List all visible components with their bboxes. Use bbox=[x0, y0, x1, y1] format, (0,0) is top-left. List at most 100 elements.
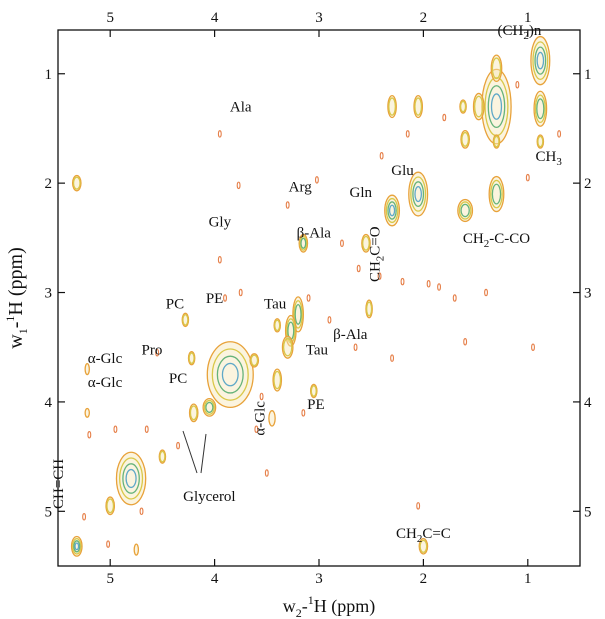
peak-23 bbox=[187, 350, 196, 366]
peak-8-contour-3 bbox=[414, 185, 423, 203]
annotations-layer: Ala Arg Gly β-Ala Gln Glu (CH2​)n CH3​ CH2​-C-CO… bbox=[51, 23, 562, 545]
y-tick-label-left-2: 3 bbox=[45, 286, 53, 302]
peak-9-contour-3 bbox=[388, 204, 396, 217]
speckle-4 bbox=[340, 239, 344, 248]
peak-24 bbox=[181, 312, 190, 328]
peak-14-contour-2 bbox=[294, 303, 302, 325]
annotation-13: α-Glc bbox=[88, 351, 123, 367]
x-axis-title-w: w bbox=[283, 596, 296, 616]
peak-9-contour-2 bbox=[387, 201, 397, 220]
y-tick-label-right-3: 4 bbox=[584, 395, 592, 411]
peak-32 bbox=[84, 362, 90, 376]
x-tick-label-bottom-4: 1 bbox=[524, 571, 532, 587]
peak-37-contour-1 bbox=[537, 135, 544, 148]
peak-18-contour-1 bbox=[273, 370, 282, 390]
speckle-10 bbox=[463, 338, 468, 346]
x-tick-label-top-4: 1 bbox=[524, 10, 532, 26]
peak-34-contour-1 bbox=[274, 319, 281, 332]
peak-27 bbox=[105, 496, 116, 516]
peak-30 bbox=[71, 174, 82, 192]
peak-0-contour-1 bbox=[532, 41, 549, 81]
annotation-10: PE bbox=[206, 291, 224, 307]
peak-16-contour-1 bbox=[299, 235, 308, 251]
peak-38 bbox=[133, 543, 140, 556]
annotation-1: Arg bbox=[289, 179, 313, 195]
speckle-27 bbox=[442, 113, 447, 122]
peak-20-contour-2 bbox=[216, 355, 244, 394]
rotated-annotation-2: CH=CH bbox=[51, 459, 67, 509]
speckle-30 bbox=[106, 540, 111, 548]
y-axis-title-dash: - bbox=[5, 322, 27, 329]
peak-12 bbox=[361, 233, 371, 253]
annotation-0: Ala bbox=[230, 100, 252, 116]
speckle-20 bbox=[238, 288, 243, 297]
peak-9-contour-0 bbox=[384, 194, 401, 227]
y-tick-label-left-3: 4 bbox=[45, 395, 53, 411]
y-axis-title: w1-1H (ppm) bbox=[3, 247, 30, 348]
glycerol-leader-left bbox=[182, 430, 198, 474]
ticks-layer: 5 5 4 4 3 3 2 2 1 1 1 1 2 2 3 3 4 4 5 5 bbox=[45, 10, 593, 587]
peak-10-contour-1 bbox=[414, 97, 423, 116]
speckle-22 bbox=[223, 294, 227, 302]
x-tick-label-bottom-2: 3 bbox=[315, 571, 323, 587]
peak-8-contour-0 bbox=[408, 171, 429, 217]
annotation-19: Glycerol bbox=[183, 489, 235, 505]
speckle-16 bbox=[113, 425, 118, 434]
speckle-1 bbox=[236, 181, 241, 190]
y-tick-label-left-1: 2 bbox=[45, 176, 53, 192]
speckle-35 bbox=[87, 430, 92, 439]
annotation-17: β-Ala bbox=[333, 327, 368, 343]
speckle-29 bbox=[82, 513, 87, 521]
peak-8 bbox=[408, 171, 429, 217]
peak-10 bbox=[413, 94, 424, 119]
annotation-9: PC bbox=[166, 296, 184, 312]
peak-7-contour-2 bbox=[491, 183, 502, 205]
peak-4-contour-1 bbox=[474, 95, 484, 118]
y-axis-title-sub: 1 bbox=[16, 328, 30, 334]
annotation-11: Tau bbox=[264, 296, 287, 312]
speckle-28 bbox=[515, 80, 520, 89]
speckle-11 bbox=[437, 283, 442, 291]
y-tick-label-left-0: 1 bbox=[45, 67, 53, 83]
peak-28-contour-1 bbox=[159, 450, 166, 463]
annotation-16: Tau bbox=[306, 342, 329, 358]
annotation-20: CH2​C=C bbox=[396, 526, 451, 545]
peak-7-contour-1 bbox=[490, 179, 503, 209]
x-axis-title: w2-1H (ppm) bbox=[283, 593, 376, 619]
speckle-37 bbox=[264, 469, 269, 477]
peak-16 bbox=[298, 233, 309, 253]
speckle-32 bbox=[390, 354, 395, 362]
annotation-3: β-Ala bbox=[297, 225, 332, 241]
annotation-2: Gly bbox=[209, 214, 232, 230]
speckle-24 bbox=[531, 343, 535, 351]
x-tick-label-top-0: 5 bbox=[106, 10, 114, 26]
peak-26-contour-3 bbox=[125, 468, 137, 489]
peak-9 bbox=[384, 194, 401, 227]
annotation-8: CH2​-C-CO bbox=[463, 231, 530, 250]
peak-29-contour-3 bbox=[74, 542, 80, 551]
y-tick-label-right-4: 5 bbox=[584, 504, 592, 520]
peak-20-contour-1 bbox=[211, 348, 249, 401]
speckles-layer bbox=[82, 80, 562, 548]
peaks-layer bbox=[70, 35, 551, 557]
peak-30-contour-1 bbox=[72, 176, 81, 190]
peak-35 bbox=[309, 383, 318, 399]
peak-37 bbox=[536, 134, 545, 149]
peak-25-contour-1 bbox=[250, 354, 259, 367]
speckle-34 bbox=[416, 502, 421, 510]
peak-29-contour-2 bbox=[73, 540, 81, 553]
peak-17-contour-1 bbox=[282, 338, 293, 357]
y-tick-label-right-0: 1 bbox=[584, 67, 592, 83]
peak-33-contour-0 bbox=[84, 407, 90, 418]
peak-5-contour-1 bbox=[461, 131, 470, 147]
annotation-6: (CH2​)n bbox=[498, 23, 542, 42]
peak-8-contour-1 bbox=[410, 176, 427, 212]
peak-1 bbox=[533, 90, 548, 127]
peak-31-contour-1 bbox=[419, 539, 428, 553]
peak-25 bbox=[249, 353, 260, 368]
peak-7 bbox=[488, 175, 505, 213]
peak-2 bbox=[481, 68, 512, 145]
peak-16-contour-2 bbox=[300, 237, 307, 249]
rotated-annotation-1: α-Glc bbox=[253, 401, 269, 436]
